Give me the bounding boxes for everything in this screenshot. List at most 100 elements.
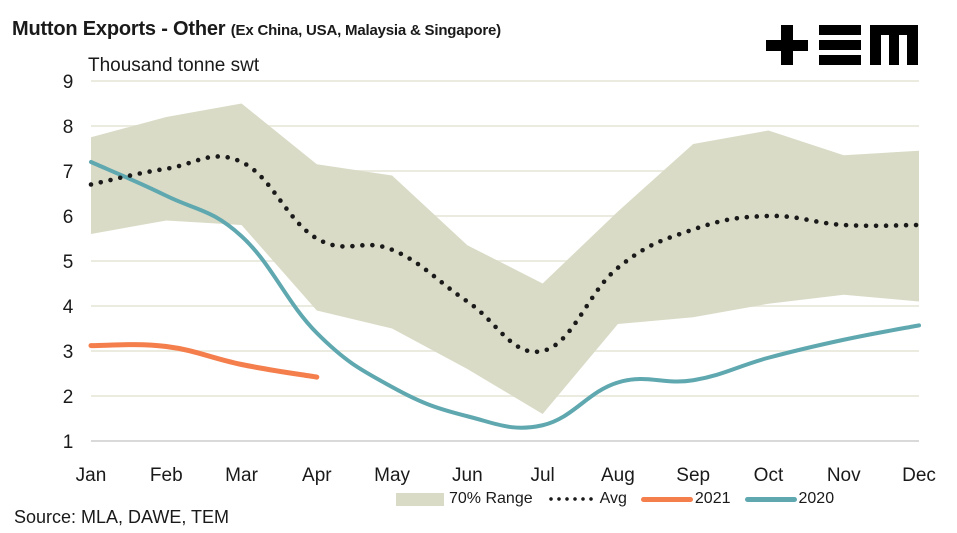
avg-dot <box>108 177 113 183</box>
avg-dot <box>290 214 295 219</box>
avg-dot <box>340 244 345 249</box>
avg-dot <box>893 223 899 228</box>
avg-dot <box>493 324 498 330</box>
avg-dot <box>649 243 654 248</box>
avg-dot <box>903 222 909 228</box>
avg-dot <box>350 243 355 249</box>
avg-dot <box>215 154 221 159</box>
series-line-2021 <box>88 342 320 380</box>
avg-dot <box>186 160 191 166</box>
avg-dot <box>534 349 540 355</box>
y-tick-label: 9 <box>63 72 74 93</box>
avg-dot <box>744 214 750 220</box>
avg-dot <box>724 217 730 223</box>
avg-dot <box>560 336 566 341</box>
x-tick-label: Dec <box>902 465 936 486</box>
avg-dot <box>431 273 437 279</box>
x-tick-label: Jan <box>76 465 107 486</box>
avg-dot <box>486 317 491 323</box>
avg-dot <box>137 171 143 176</box>
avg-dot <box>455 292 460 297</box>
avg-dot <box>407 256 412 261</box>
avg-dot <box>157 167 162 173</box>
x-tick-label: Aug <box>601 465 635 486</box>
avg-dot <box>676 231 682 237</box>
logo-m-left <box>870 25 881 65</box>
avg-dot <box>265 182 271 188</box>
avg-dot <box>507 338 513 344</box>
avg-dot <box>379 244 385 249</box>
avg-dot <box>589 295 595 301</box>
avg-dot <box>330 242 335 248</box>
series-avg-dots <box>88 154 919 355</box>
avg-dot <box>567 328 572 334</box>
x-tick-label: Mar <box>225 465 258 486</box>
legend-swatch-2021 <box>640 496 693 502</box>
avg-dot <box>515 344 521 349</box>
avg-dot <box>500 331 505 337</box>
x-tick-label: Apr <box>302 465 332 486</box>
avg-dot <box>595 287 601 292</box>
avg-dot <box>804 217 809 222</box>
avg-dot <box>705 222 710 228</box>
avg-dot <box>913 222 919 228</box>
y-tick-label: 6 <box>63 207 74 228</box>
legend: 70% Range Avg 2021 2020 <box>396 490 848 508</box>
legend-label-2020: 2020 <box>798 490 835 507</box>
legend-swatch-range <box>396 492 444 506</box>
avg-dot <box>471 303 477 309</box>
avg-dot <box>695 225 701 231</box>
logo-e-bottom <box>819 55 861 65</box>
x-tick-label: May <box>374 465 410 486</box>
x-tick-label: Jun <box>452 465 483 486</box>
logo-plus-vertical <box>781 25 793 65</box>
avg-dot <box>615 265 621 270</box>
avg-dot <box>252 168 257 173</box>
x-tick-label: Oct <box>754 465 784 486</box>
avg-dot <box>578 312 584 317</box>
avg-dot <box>312 234 317 240</box>
y-tick-label: 1 <box>63 432 74 453</box>
avg-dot <box>88 182 94 187</box>
avg-dot <box>573 320 578 326</box>
avg-dot <box>774 213 780 219</box>
avg-dot <box>370 242 375 248</box>
avg-dot <box>278 198 283 203</box>
y-axis-label: Thousand tonne swt <box>88 55 260 76</box>
avg-dot <box>814 219 819 224</box>
avg-dot <box>234 157 240 163</box>
avg-dot <box>147 169 152 174</box>
avg-dot <box>608 272 614 277</box>
avg-dot <box>259 174 264 180</box>
legend-item-2020: 2020 <box>744 490 835 508</box>
avg-dot <box>415 261 421 267</box>
series-line-2020 <box>89 160 921 430</box>
avg-dot <box>439 280 445 285</box>
y-tick-label: 8 <box>63 117 74 138</box>
avg-dot <box>658 238 663 244</box>
avg-dot <box>284 206 289 211</box>
avg-dot <box>117 175 123 181</box>
y-tick-label: 5 <box>63 252 74 273</box>
chart-title-main: Mutton Exports - Other <box>12 18 226 40</box>
logo-e-top <box>819 25 861 35</box>
legend-item-avg: Avg <box>546 490 627 508</box>
avg-dot <box>631 253 637 258</box>
avg-dot <box>176 163 182 169</box>
avg-dot <box>853 223 859 228</box>
avg-dot <box>225 155 230 160</box>
legend-label-range: 70% Range <box>449 490 533 507</box>
range-area <box>91 103 919 414</box>
legend-label-avg: Avg <box>599 490 627 507</box>
y-tick-label: 7 <box>63 162 74 183</box>
legend-item-range: 70% Range <box>396 490 533 508</box>
y-tick-label: 2 <box>63 387 74 408</box>
avg-dot <box>479 310 484 316</box>
source-note: Source: MLA, DAWE, TEM <box>14 507 230 527</box>
avg-dot <box>463 298 469 303</box>
x-tick-label: Nov <box>827 465 861 486</box>
avg-dot <box>623 259 629 264</box>
avg-dot <box>167 165 172 171</box>
avg-dot <box>686 228 691 234</box>
